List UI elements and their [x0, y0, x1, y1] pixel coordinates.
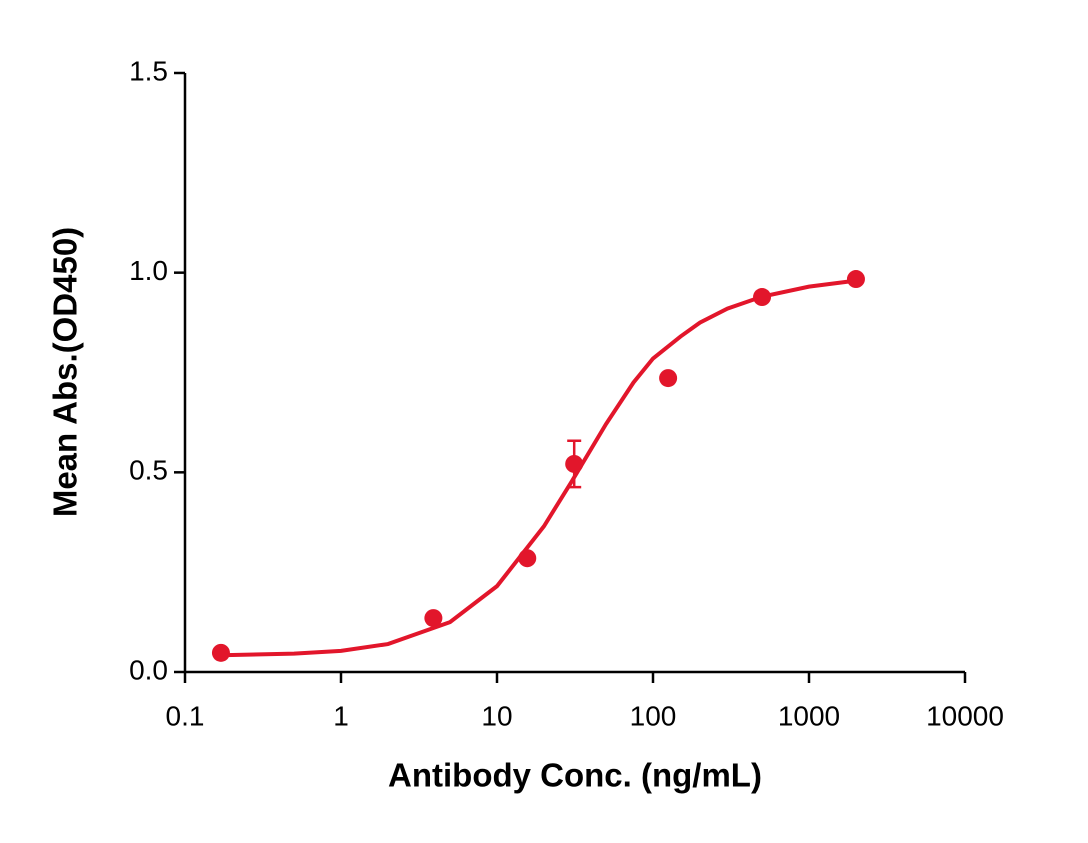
data-point: [659, 369, 678, 388]
data-point: [846, 270, 865, 289]
y-tick-label: 1.5: [129, 55, 168, 86]
data-point: [565, 454, 584, 473]
y-axis-title: Mean Abs.(OD450): [47, 227, 84, 517]
x-tick-label: 10000: [926, 700, 1004, 731]
y-tick-label: 0.5: [129, 455, 168, 486]
data-point: [753, 288, 772, 307]
data-point: [211, 643, 230, 662]
y-tick-label: 0.0: [129, 654, 168, 685]
data-point: [424, 609, 443, 628]
x-tick-label: 10: [481, 700, 512, 731]
data-point: [518, 549, 537, 568]
x-tick-label: 1000: [778, 700, 840, 731]
x-tick-label: 100: [630, 700, 677, 731]
x-axis-title: Antibody Conc. (ng/mL): [388, 757, 762, 794]
x-tick-label: 1: [333, 700, 349, 731]
y-tick-label: 1.0: [129, 255, 168, 286]
fit-curve: [220, 278, 857, 658]
x-tick-label: 0.1: [166, 700, 205, 731]
